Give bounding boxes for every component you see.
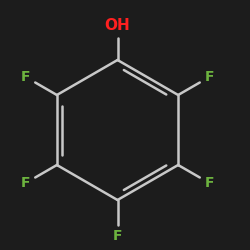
Text: OH: OH	[104, 18, 130, 32]
Text: F: F	[21, 176, 30, 190]
Text: F: F	[113, 229, 122, 243]
Text: F: F	[205, 176, 214, 190]
Text: F: F	[21, 70, 30, 84]
Text: F: F	[205, 70, 214, 84]
